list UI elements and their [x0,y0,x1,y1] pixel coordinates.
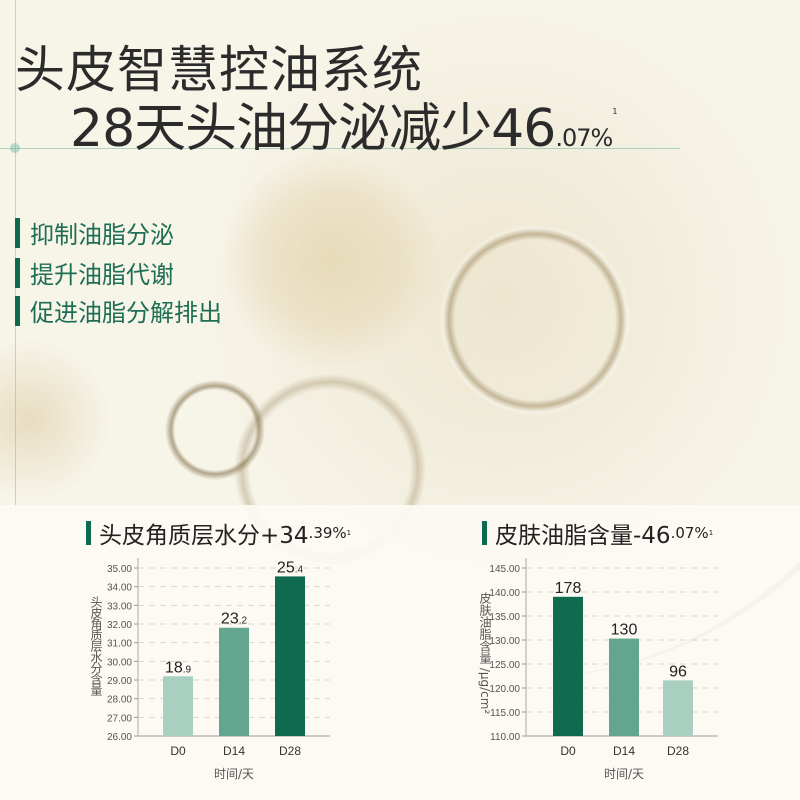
y-tick-label: 26.00 [107,732,132,743]
feature-label: 抑制油脂分泌 [30,221,174,249]
y-tick-label: 33.00 [107,601,132,612]
accent-bar [86,521,91,545]
accent-bar [482,521,487,545]
y-tick-label: 35.00 [107,564,132,575]
x-axis-label: 时间/天 [604,767,644,781]
x-tick-label: D0 [560,744,576,758]
accent-bar [15,295,20,326]
y-tick-label: 27.00 [107,713,132,724]
y-tick-label: 110.00 [490,732,520,743]
y-tick-label: 115.00 [490,708,520,719]
subtitle-footnote: 1 [612,107,617,116]
subtitle-decimal: .07% [555,124,613,152]
guide-line-vertical [15,0,16,800]
chart-title-decimal: .39% [308,524,347,542]
accent-bar [15,217,20,248]
bar-d0 [163,676,193,736]
data-label: 178 [555,580,582,597]
feature-item: 提升油脂代谢 [15,255,174,290]
x-tick-label: D14 [613,744,635,758]
chart-title-hydration: 头皮角质层水分+34.39% 1 [86,516,351,550]
bar-d14 [609,638,639,736]
chart-title-sebum: 皮肤油脂含量-46.07% 1 [482,516,713,550]
y-tick-label: 145.00 [489,564,520,575]
guide-line-horizontal [0,148,680,149]
page-subtitle: 28天头油分泌减少46.07% 1 [70,86,617,161]
subtitle-main: 28天头油分泌减少46 [70,99,556,159]
data-label: 96 [669,663,687,680]
y-tick-label: 34.00 [107,583,132,594]
y-tick-label: 32.00 [107,620,132,631]
x-tick-label: D28 [279,744,301,758]
chart-title-decimal: .07% [670,524,709,542]
feature-item: 促进油脂分解排出 [15,293,222,328]
bar-d14 [219,627,249,736]
chart-title-text: 头皮角质层水分+34 [99,523,309,549]
accent-bar [15,257,20,288]
bar-d28 [275,576,305,736]
y-axis-label: 头皮角质层水分含量 [89,596,103,695]
chart-title-text: 皮肤油脂含量-46 [495,523,671,549]
x-axis-label: 时间/天 [214,767,254,781]
y-tick-label: 30.00 [107,657,132,668]
chart-title-footnote: 1 [346,529,352,537]
guide-dot [10,143,20,153]
bar-d28 [663,680,693,736]
y-tick-label: 130.00 [489,636,520,647]
data-label: 130 [611,622,638,639]
bar-d0 [553,596,583,736]
y-tick-label: 140.00 [489,588,520,599]
feature-label: 提升油脂代谢 [30,261,174,289]
data-label: 25.4 [277,559,304,576]
chart-panel [0,505,800,800]
y-tick-label: 125.00 [489,660,520,671]
data-label: 18.9 [165,659,192,676]
x-tick-label: D28 [667,744,689,758]
x-tick-label: D0 [170,744,186,758]
y-tick-label: 135.00 [489,612,520,623]
x-tick-label: D14 [223,744,245,758]
y-axis-label: 皮肤油脂含量 /μg/cm² [478,592,492,715]
y-tick-label: 29.00 [107,676,132,687]
y-tick-label: 120.00 [489,684,520,695]
y-tick-label: 31.00 [107,639,132,650]
data-label: 23.2 [221,611,248,628]
y-tick-label: 28.00 [107,695,132,706]
chart-title-footnote: 1 [708,529,714,537]
feature-label: 促进油脂分解排出 [30,299,222,327]
feature-item: 抑制油脂分泌 [15,215,174,250]
page-title: 头皮智慧控油系统 [15,41,423,99]
